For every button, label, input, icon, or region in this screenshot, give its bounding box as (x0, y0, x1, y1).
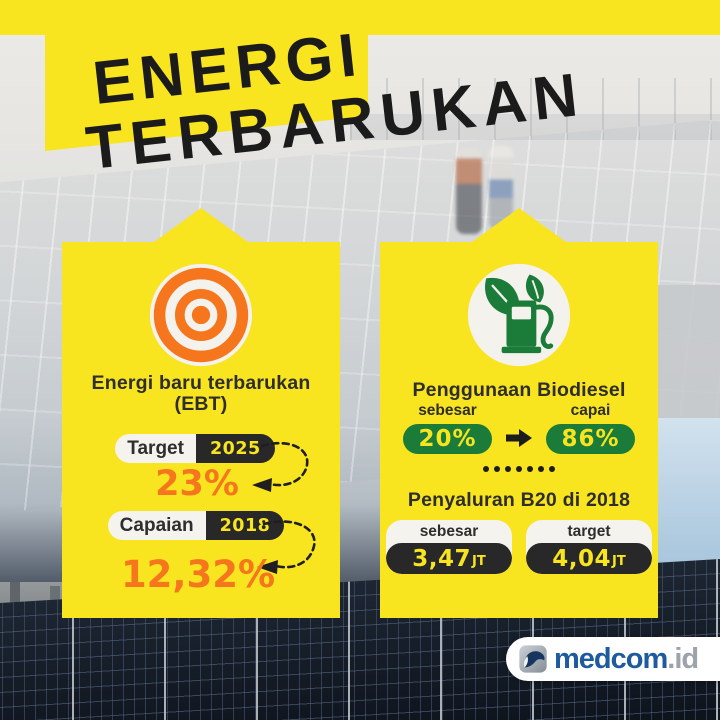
capaian-year: 2018 (205, 511, 285, 540)
stat-sebesar-label: sebesar (419, 523, 479, 540)
flow-to-label: capai (570, 402, 611, 419)
target-year: 2025 (195, 434, 275, 463)
ebt-heading: Energi baru terbarukan (EBT) (62, 373, 340, 415)
b20-subheading: Penyaluran B20 di 2018 (407, 489, 631, 511)
refinery-towers-background (350, 78, 720, 140)
stat-target-number: 4,04 (552, 545, 612, 572)
stat-target-unit: JT (612, 553, 626, 569)
flow-from-label: sebesar (418, 402, 477, 419)
capaian-label: Capaian (107, 511, 206, 540)
stat-target-label: target (567, 523, 611, 540)
dotted-divider (380, 466, 658, 472)
flow-from: sebesar 20% (396, 402, 500, 454)
brand-suffix: .id (667, 642, 699, 675)
stat-sebesar-number: 3,47 (412, 545, 472, 572)
stat-sebesar-pill: sebesar 3,47 JT (386, 520, 512, 574)
building-edge-background (652, 285, 720, 421)
target-2025-pill: Target 2025 (115, 434, 275, 463)
brand-name: medcom (554, 642, 668, 675)
capaian-2018-pill: Capaian 2018 (107, 511, 285, 540)
medcom-eagle-icon (519, 645, 547, 673)
curved-dashed-arrow-icon (257, 520, 316, 574)
flow-to-value-pill: 86% (546, 424, 635, 454)
biodiesel-heading: Penggunaan Biodiesel (412, 379, 626, 401)
target-label: Target (115, 434, 196, 463)
card-biodiesel: Penggunaan Biodiesel sebesar 20% capai 8… (380, 208, 658, 618)
stat-sebesar-value: 3,47 JT (386, 543, 512, 574)
stat-target-pill: target 4,04 JT (526, 520, 652, 574)
target-value: 23% (155, 464, 239, 504)
curved-dashed-arrow-icon (252, 441, 309, 492)
stat-target-value: 4,04 JT (526, 543, 652, 574)
target-pill-row: Target 2025 (56, 434, 334, 463)
capaian-value: 12,32% (120, 553, 276, 596)
right-arrow-icon (506, 429, 533, 447)
card-ebt: Energi baru terbarukan (EBT) Target 2025… (62, 208, 340, 618)
ebt-heading-line2: (EBT) (174, 393, 228, 415)
ebt-heading-line1: Energi baru terbarukan (91, 372, 311, 394)
target-icon (148, 262, 254, 368)
stat-sebesar-unit: JT (472, 553, 486, 569)
flow-from-value-pill: 20% (403, 424, 492, 454)
b20-stats: sebesar 3,47 JT target 4,04 JT (380, 520, 658, 574)
biodiesel-flow: sebesar 20% capai 86% (380, 402, 658, 454)
medcom-logo[interactable]: medcom .id (506, 637, 720, 681)
flow-to: capai 86% (539, 402, 643, 454)
capaian-pill-row: Capaian 2018 (57, 511, 335, 540)
biodiesel-pump-icon (466, 262, 572, 368)
top-yellow-bar (0, 0, 720, 35)
